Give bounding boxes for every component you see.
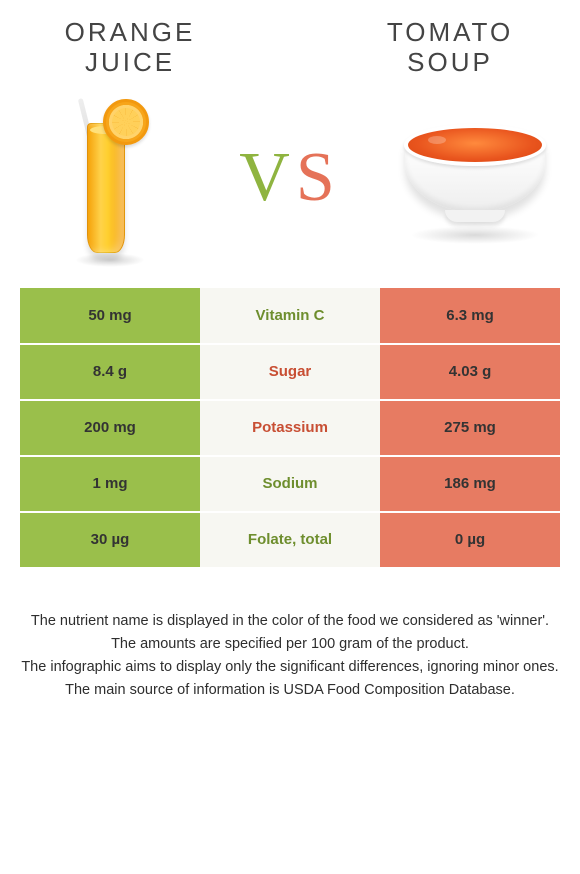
table-row: 30 µgFolate, total0 µg xyxy=(20,512,560,568)
footnote-line: The infographic aims to display only the… xyxy=(16,657,564,678)
footnote-line: The amounts are specified per 100 gram o… xyxy=(16,634,564,655)
footnote-line: The main source of information is USDA F… xyxy=(16,680,564,701)
right-food-title: TOMATO SOUP xyxy=(350,18,550,78)
left-title-line2: JUICE xyxy=(85,47,175,77)
right-food-image xyxy=(390,93,560,263)
left-value-cell: 200 mg xyxy=(20,400,200,456)
right-value-cell: 6.3 mg xyxy=(380,288,560,344)
nutrient-table: 50 mgVitamin C6.3 mg8.4 gSugar4.03 g200 … xyxy=(20,288,560,569)
left-value-cell: 50 mg xyxy=(20,288,200,344)
orange-slice-icon xyxy=(103,99,149,145)
left-value-cell: 8.4 g xyxy=(20,344,200,400)
table-row: 1 mgSodium186 mg xyxy=(20,456,560,512)
tomato-soup-icon xyxy=(404,124,546,166)
right-value-cell: 0 µg xyxy=(380,512,560,568)
left-value-cell: 1 mg xyxy=(20,456,200,512)
vs-s: S xyxy=(296,139,341,216)
right-value-cell: 275 mg xyxy=(380,400,560,456)
right-value-cell: 4.03 g xyxy=(380,344,560,400)
right-value-cell: 186 mg xyxy=(380,456,560,512)
vs-label: VS xyxy=(239,138,341,218)
right-title-line2: SOUP xyxy=(407,47,493,77)
table-row: 50 mgVitamin C6.3 mg xyxy=(20,288,560,344)
right-title-line1: TOMATO xyxy=(387,17,513,47)
table-row: 8.4 gSugar4.03 g xyxy=(20,344,560,400)
nutrient-name-cell: Sodium xyxy=(200,456,380,512)
nutrient-name-cell: Potassium xyxy=(200,400,380,456)
nutrient-name-cell: Sugar xyxy=(200,344,380,400)
left-food-title: ORANGE JUICE xyxy=(30,18,230,78)
left-title-line1: ORANGE xyxy=(65,17,196,47)
nutrient-name-cell: Folate, total xyxy=(200,512,380,568)
vs-v: V xyxy=(239,139,296,216)
table-row: 200 mgPotassium275 mg xyxy=(20,400,560,456)
left-food-image xyxy=(20,93,190,263)
left-value-cell: 30 µg xyxy=(20,512,200,568)
nutrient-name-cell: Vitamin C xyxy=(200,288,380,344)
footnotes: The nutrient name is displayed in the co… xyxy=(0,611,580,701)
footnote-line: The nutrient name is displayed in the co… xyxy=(16,611,564,632)
